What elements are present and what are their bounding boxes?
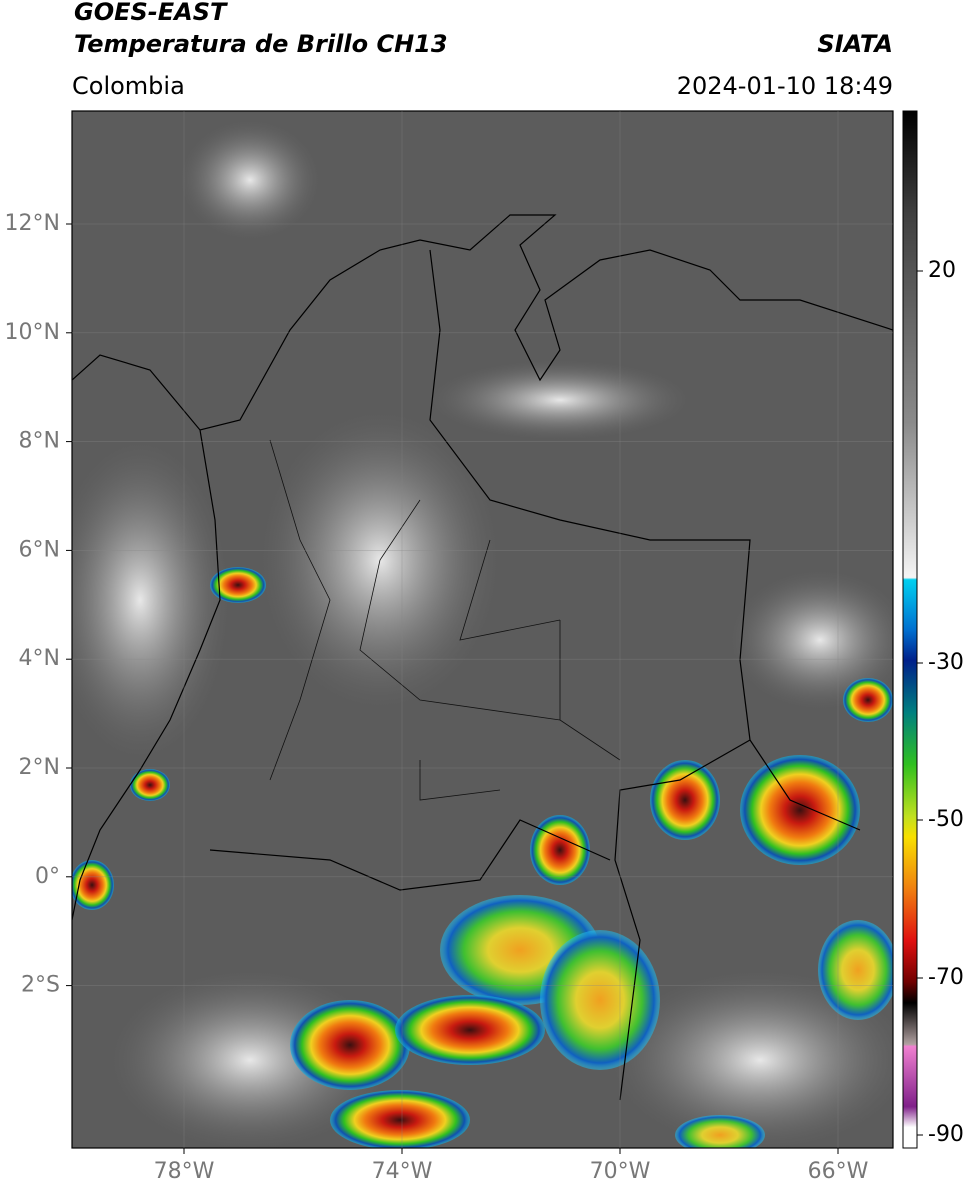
border <box>209 249 861 1101</box>
lat-label: 0° <box>35 864 60 889</box>
admin-boundary <box>269 439 621 801</box>
lon-label: 66°W <box>808 1159 869 1184</box>
region-name: Colombia <box>72 72 185 100</box>
map-frame <box>71 110 894 1149</box>
storm-cell <box>675 1115 765 1148</box>
storm-cell <box>130 769 170 801</box>
cloud <box>180 120 320 240</box>
coastline <box>72 214 893 431</box>
lat-label: 2°N <box>19 755 60 780</box>
storm-cell <box>72 860 114 910</box>
storm-cell <box>843 678 893 722</box>
lat-label: 8°N <box>19 429 60 454</box>
lat-label: 12°N <box>5 211 60 236</box>
lat-label: 2°S <box>21 973 60 998</box>
storm-cell <box>818 920 893 1020</box>
colorbar-label: 20 <box>928 258 956 283</box>
cloud <box>730 570 893 710</box>
lat-label: 10°N <box>5 320 60 345</box>
timestamp: 2024-01-10 18:49 <box>676 72 893 100</box>
storm-cell <box>540 930 660 1070</box>
colorbar-label: -50 <box>928 807 964 832</box>
map-imagery <box>72 111 893 1148</box>
storm-cell <box>330 1090 470 1148</box>
storm-cell <box>650 760 720 840</box>
lat-label: 4°N <box>19 646 60 671</box>
colorbar <box>902 110 918 1149</box>
storm-cell <box>530 815 590 885</box>
lat-label: 6°N <box>19 537 60 562</box>
storm-cell <box>395 995 545 1065</box>
lon-label: 78°W <box>154 1159 215 1184</box>
storm-cell <box>740 755 860 865</box>
lon-label: 70°W <box>590 1159 651 1184</box>
satellite-name: GOES-EAST <box>74 0 227 26</box>
cloud <box>430 360 690 440</box>
source-name: SIATA <box>817 30 893 58</box>
storm-cell <box>210 567 266 603</box>
cloud <box>72 440 230 760</box>
cloud <box>610 970 893 1148</box>
colorbar-label: -90 <box>928 1122 964 1147</box>
lon-label: 74°W <box>372 1159 433 1184</box>
product-name: Temperatura de Brillo CH13 <box>74 30 448 58</box>
storm-cell <box>290 1000 410 1090</box>
colorbar-label: -30 <box>928 650 964 675</box>
coastline <box>72 429 221 921</box>
colorbar-label: -70 <box>928 965 964 990</box>
